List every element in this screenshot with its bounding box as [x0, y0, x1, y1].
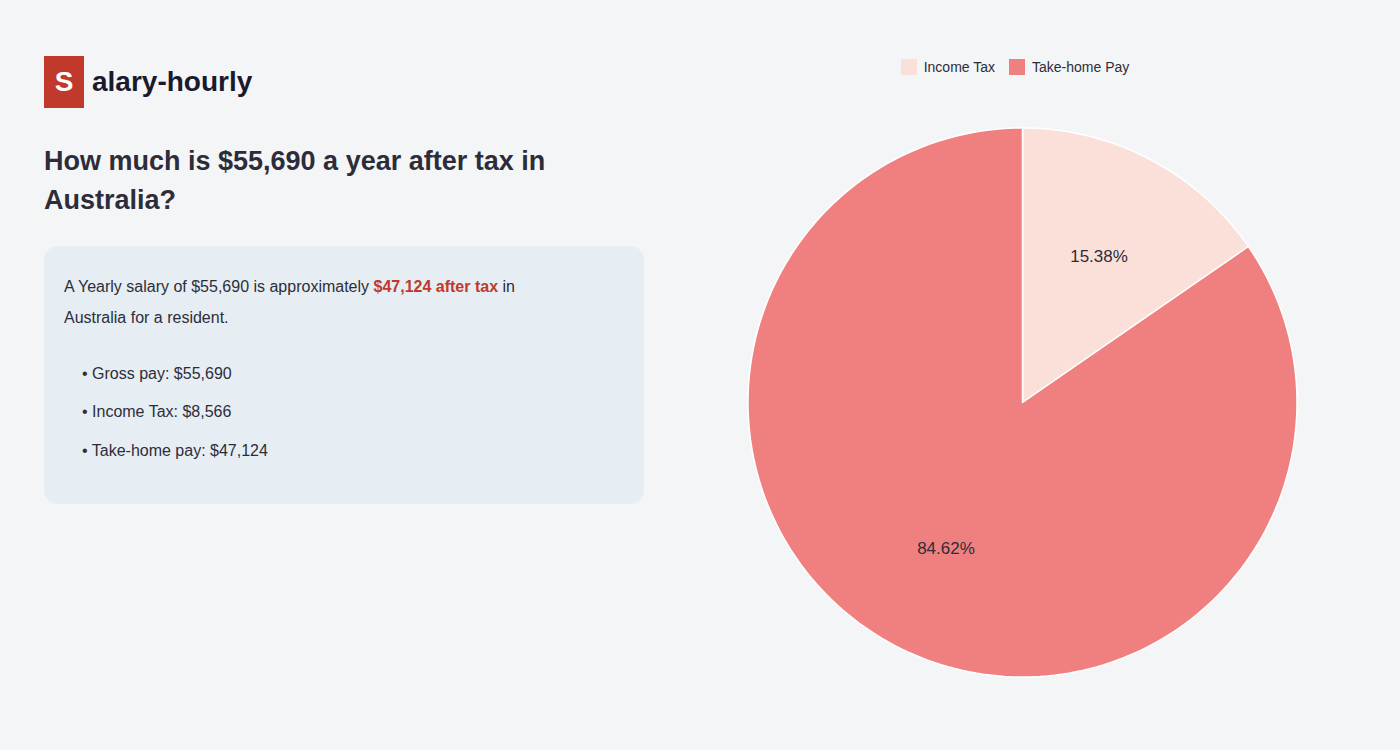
- html-text:Take-home Pay: Take-home Pay: [1032, 58, 1130, 75]
- html-text:• Income Tax: $8,566: • Income Tax: $8,566: [82, 403, 232, 421]
- html-text:How much is $55,690 a year aft: How much is $55,690 a year after tax in: [44, 146, 546, 176]
- html-text:alary-hourly: alary-hourly: [92, 66, 253, 97]
- html-text:• Take-home pay: $47,124: • Take-home pay: $47,124: [82, 441, 268, 459]
- html-text:S: S: [54, 66, 74, 97]
- html-text:Income Tax: Income Tax: [923, 58, 995, 75]
- svg-text:84.62%: 84.62%: [917, 539, 975, 558]
- svg-text:15.38%: 15.38%: [1070, 247, 1128, 266]
- html-text:Australia for a resident.: Australia for a resident.: [64, 308, 229, 326]
- html-text:A Yearly salary of $55,690 is: A Yearly salary of $55,690 is approximat…: [64, 278, 515, 296]
- html-text:Australia?: Australia?: [44, 185, 176, 216]
- html-text:• Gross pay: $55,690: • Gross pay: $55,690: [82, 365, 232, 383]
